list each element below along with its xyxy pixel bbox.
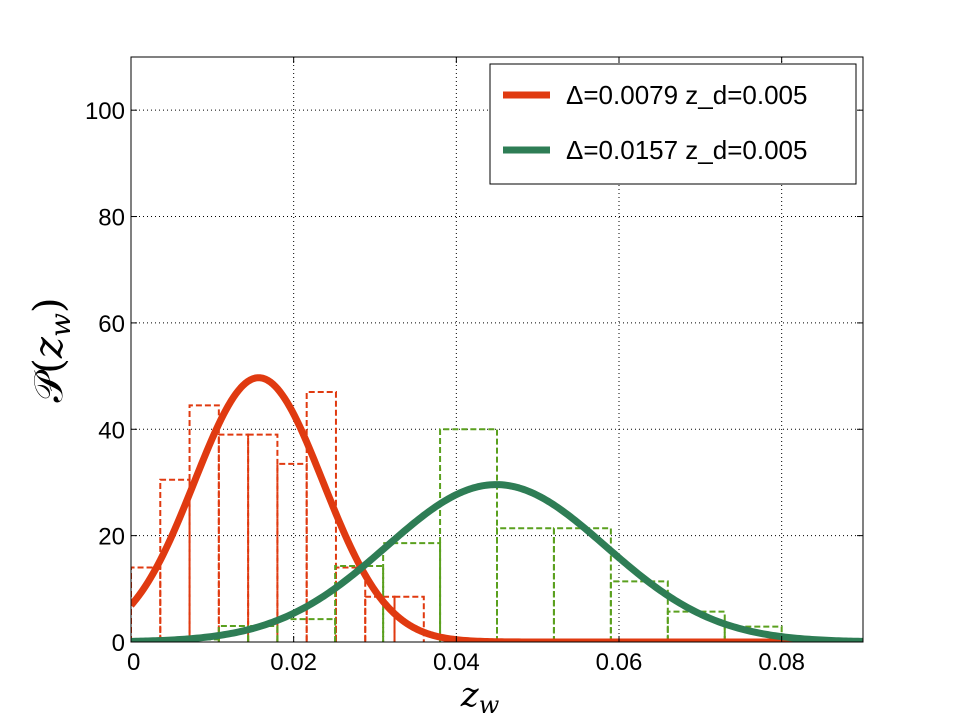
x-tick-label: 0: [127, 649, 140, 676]
y-tick-label: 80: [98, 205, 125, 232]
plot-frame: [130, 56, 864, 643]
x-tick-label: 0.06: [596, 649, 643, 676]
y-tick-label: 20: [98, 524, 125, 551]
green-histogram-bar: [217, 625, 250, 642]
x-tick-label: 0.04: [433, 649, 480, 676]
red-histogram-bar: [247, 433, 279, 642]
y-tick-label: 60: [98, 311, 125, 338]
y-tick-label: 0: [112, 630, 125, 657]
x-tick-labels: 0 0.02 0.04 0.06 0.08: [127, 649, 805, 676]
legend-box: [489, 63, 857, 185]
red-histogram-bar: [188, 404, 220, 642]
x-axis-title: zw: [460, 675, 500, 719]
red-histogram-bar: [393, 595, 425, 642]
y-tick-label: 40: [98, 417, 125, 444]
green-histogram-bar: [382, 542, 442, 642]
red-histogram-bar: [276, 462, 308, 642]
red-histogram-bar: [217, 433, 250, 642]
legend: Δ=0.0079 z_d=0.005 Δ=0.0157 z_d=0.005: [489, 63, 857, 185]
legend-label-red: Δ=0.0079 z_d=0.005: [566, 80, 807, 110]
legend-label-green: Δ=0.0157 z_d=0.005: [566, 135, 807, 165]
y-tick-labels: 0 20 40 60 80 100: [85, 98, 125, 657]
y-tick-label: 100: [85, 98, 125, 125]
x-tick-label: 0.02: [270, 649, 317, 676]
red-histogram-bar: [305, 391, 337, 642]
y-axis-title: 𝒫(zw): [26, 297, 77, 402]
axis-ticks: [130, 57, 863, 643]
green-density-curve: [131, 481, 863, 642]
x-tick-label: 0.08: [758, 649, 805, 676]
